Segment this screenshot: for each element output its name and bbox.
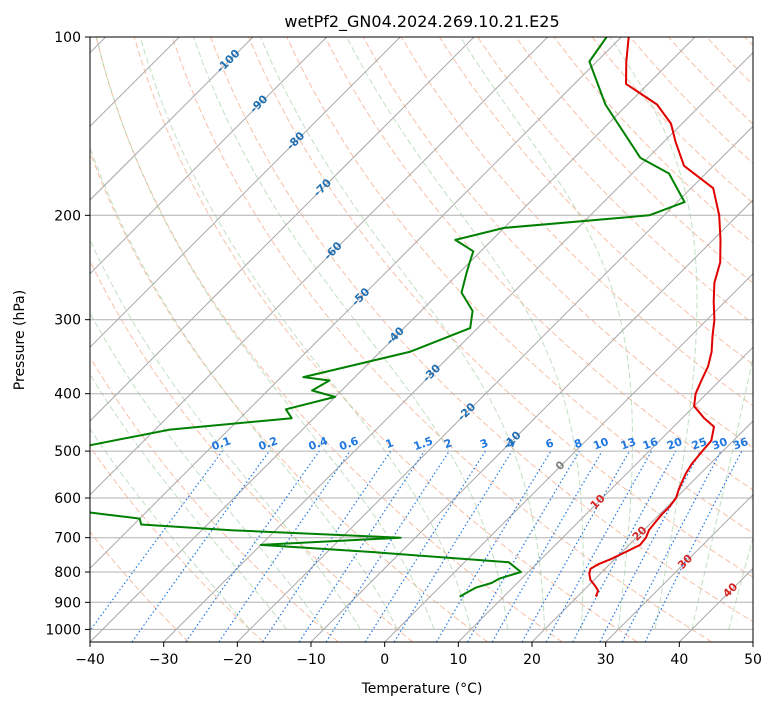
- mixing-ratio-label: 25: [690, 435, 709, 452]
- mixing-ratio-label: 1: [384, 436, 396, 451]
- mixing-ratio-label: 13: [619, 435, 638, 452]
- mixing-ratio-label: 36: [731, 435, 750, 453]
- moist-adiabat: [90, 145, 398, 630]
- isotherm: [90, 37, 401, 349]
- dry-adiabat: [90, 150, 488, 642]
- dry-adiabat: [133, 37, 638, 642]
- mixing-ratio-label: 1.5: [412, 434, 435, 453]
- dry-adiabat: [248, 37, 753, 578]
- x-tick-label: −20: [223, 652, 253, 668]
- x-tick-label: 30: [597, 652, 615, 668]
- mixing-ratio-label: 4: [505, 436, 517, 451]
- x-tick-label: 0: [380, 652, 389, 668]
- dewpoint-line: [90, 37, 686, 598]
- moist-adiabat: [90, 428, 251, 630]
- y-tick-label: 300: [54, 313, 81, 329]
- isotherm: [605, 493, 753, 642]
- dry-adiabat: [171, 37, 712, 642]
- mixing-ratio-label: 20: [665, 435, 684, 453]
- x-tick-label: 50: [744, 652, 762, 668]
- dry-adiabat: [90, 356, 339, 642]
- mixing-ratio-line: [521, 450, 631, 642]
- y-tick-label: 100: [54, 30, 81, 46]
- mixing-ratio-label: 0.2: [257, 434, 280, 453]
- isotherm: [384, 272, 753, 642]
- mixing-ratio-line: [298, 450, 425, 642]
- y-tick-label: 400: [54, 387, 81, 403]
- mixing-ratio-line: [218, 450, 351, 642]
- x-axis: −40 −30 −20 −10 0 10 20 30 40 50: [75, 642, 762, 668]
- mixing-ratio-label: 3: [478, 436, 490, 451]
- y-tick-label: 500: [54, 444, 81, 460]
- moist-adiabat: [193, 37, 509, 630]
- moist-adiabat: [609, 37, 698, 630]
- y-tick-label: 700: [54, 531, 81, 547]
- plot-frame: [89, 36, 754, 643]
- y-tick-label: 800: [54, 565, 81, 581]
- x-tick-label: −40: [75, 652, 105, 668]
- x-tick-label: 20: [523, 652, 541, 668]
- dry-adiabat: [400, 37, 753, 407]
- y-tick-label: 900: [54, 595, 81, 611]
- isotherm: [457, 346, 753, 642]
- moist-adiabat: [90, 238, 361, 630]
- x-tick-label: 40: [670, 652, 688, 668]
- x-axis-title: Temperature (°C): [361, 681, 483, 697]
- mixing-ratio-line: [572, 450, 677, 642]
- x-tick-label: 10: [449, 652, 467, 668]
- moist-adiabat: [96, 37, 435, 630]
- mixing-ratio-line: [644, 450, 743, 642]
- mixing-ratio-line: [325, 450, 450, 642]
- plot-area: [90, 37, 753, 642]
- x-tick-label: −10: [296, 652, 326, 668]
- mixing-ratio-label: 16: [641, 435, 660, 453]
- moist-adiabat: [691, 354, 753, 630]
- mixing-ratio-line: [90, 450, 223, 632]
- dry-adiabat: [95, 37, 563, 642]
- chart-title: wetPf2_GN04.2024.269.10.21.E25: [284, 12, 559, 32]
- y-tick-label: 200: [54, 208, 81, 224]
- isotherm: [531, 420, 753, 642]
- x-tick-label: −30: [149, 652, 179, 668]
- dry-adiabat: [90, 531, 190, 642]
- isotherm: [90, 37, 549, 496]
- mixing-ratio-line: [131, 450, 270, 642]
- moist-adiabat: [90, 373, 288, 630]
- mixing-ratio-line: [545, 450, 653, 642]
- isotherm: [90, 37, 696, 642]
- isotherm: [310, 199, 753, 642]
- isotherm: [163, 51, 753, 642]
- mixing-ratio-label: 0.1: [210, 434, 233, 453]
- dry-adiabat: [210, 37, 753, 623]
- mixing-ratio-label: 0.4: [307, 434, 330, 453]
- isotherm: [90, 37, 475, 422]
- y-axis: 100 200 300 400 500 600 700 800 900 1000: [45, 30, 90, 638]
- dry-adiabat: [438, 37, 753, 366]
- mixing-ratio-label: 30: [710, 435, 729, 453]
- moist-adiabat: [260, 37, 546, 630]
- moist-adiabat: [346, 37, 584, 630]
- mixing-ratio-line: [393, 450, 513, 642]
- mixing-ratio-label: 2: [442, 436, 454, 451]
- isotherm: [90, 37, 254, 201]
- temperature-line: [588, 37, 722, 597]
- dry-adiabat: [515, 37, 753, 284]
- moist-adiabat: [139, 37, 472, 630]
- mixing-ratio-label: 0.6: [338, 434, 361, 453]
- y-axis-title: Pressure (hPa): [12, 290, 28, 390]
- mixing-ratio-line: [185, 450, 320, 642]
- mixing-ratio-label: 10: [591, 435, 610, 453]
- mixing-ratio-label: 6: [544, 436, 556, 451]
- mixing-ratio-label: 8: [572, 436, 584, 451]
- y-tick-label: 600: [54, 491, 81, 507]
- isotherm: [90, 37, 328, 275]
- mixing-ratio-line: [262, 450, 392, 642]
- y-tick-label: 1000: [45, 622, 81, 638]
- dry-adiabat: [90, 445, 264, 642]
- isotherm: [90, 37, 622, 570]
